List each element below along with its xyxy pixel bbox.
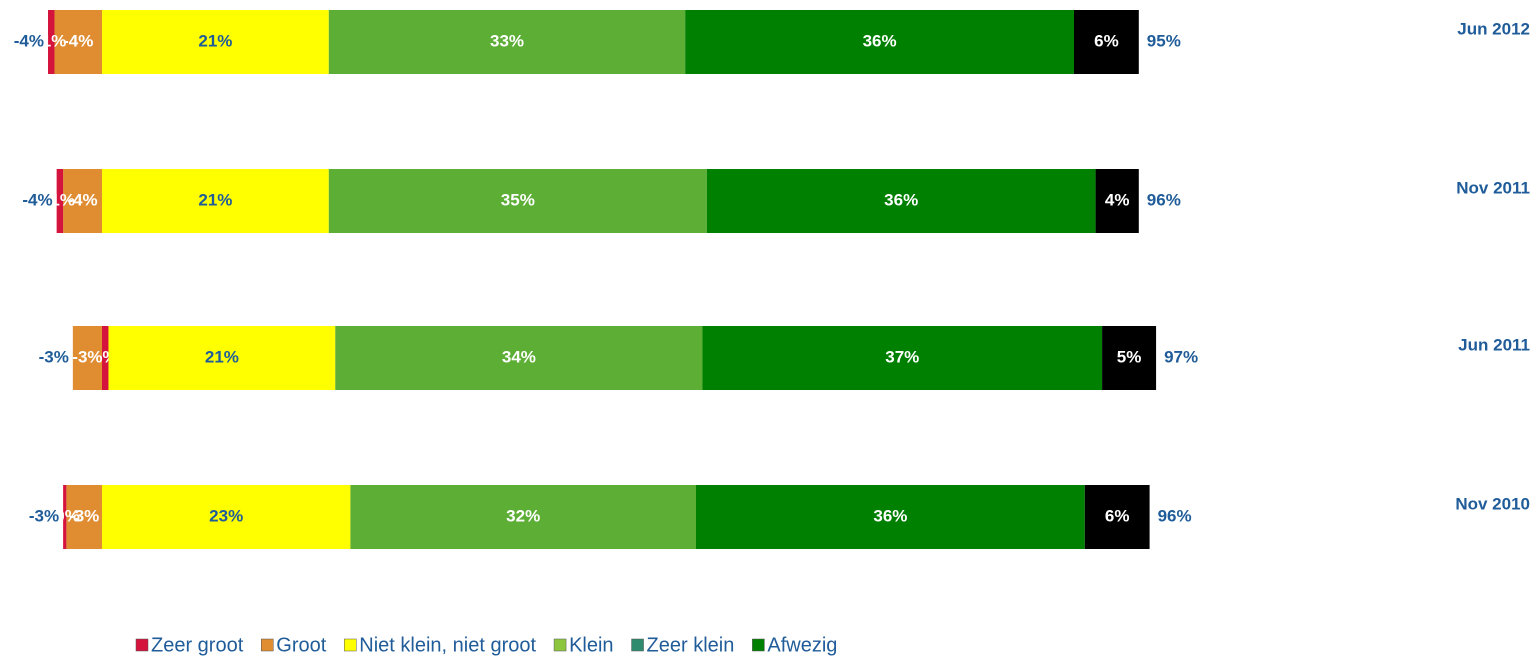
bar-segment [1074, 10, 1139, 74]
bar-segment [685, 10, 1074, 74]
bar-segment [63, 485, 67, 549]
legend-label: Niet klein, niet groot [359, 634, 536, 656]
bar-segment [328, 10, 686, 74]
data-label: 21% [205, 347, 239, 366]
legend-swatch [261, 638, 274, 652]
bar-segment [48, 10, 55, 74]
negative-total: -3% [39, 347, 69, 366]
total: 96% [1147, 190, 1181, 209]
total: 96% [1158, 506, 1192, 525]
legend-swatch [553, 638, 567, 652]
data-label: -4% [63, 31, 93, 50]
data-label: 36% [884, 190, 918, 209]
data-label: 37% [885, 347, 919, 366]
data-label: 35% [501, 190, 535, 209]
bar-segment [102, 326, 109, 390]
data-label: -0% [50, 506, 80, 525]
bar-segment [1102, 326, 1157, 390]
data-label: -1% [36, 31, 66, 50]
bar-segment [1095, 169, 1139, 233]
data-label: -4% [67, 190, 97, 209]
data-label: -3% [72, 347, 102, 366]
bar-segment [72, 326, 102, 390]
total: 95% [1147, 31, 1181, 50]
category-label: Jun 2011 [1458, 335, 1530, 354]
negative-total: -4% [14, 31, 44, 50]
bar-segment [1084, 485, 1150, 549]
category-label: Nov 2010 [1455, 494, 1530, 513]
data-label: 33% [490, 31, 524, 50]
legend-label: Zeer groot [151, 634, 244, 656]
data-label: 32% [506, 506, 540, 525]
data-label: 36% [873, 506, 907, 525]
data-label: -3% [69, 506, 99, 525]
bar-segment [63, 169, 102, 233]
legend-label: Groot [276, 634, 326, 656]
bar-segment [335, 326, 703, 390]
bar-segment [102, 10, 329, 74]
total: 97% [1164, 347, 1198, 366]
bar-segment [706, 169, 1096, 233]
legend-swatch [752, 638, 765, 652]
category-label: Jun 2012 [1457, 19, 1530, 38]
data-label: 23% [209, 506, 243, 525]
negative-total: -3% [29, 506, 59, 525]
bar-segment [102, 169, 329, 233]
bar-segment [328, 169, 707, 233]
legend-label: Klein [569, 634, 613, 656]
bar-segment [102, 485, 351, 549]
legend-swatch [631, 638, 644, 652]
data-label: 5% [1117, 347, 1142, 366]
legend-label: Afwezig [767, 634, 837, 656]
category-label: Nov 2011 [1456, 178, 1530, 197]
bar-segment [696, 485, 1085, 549]
data-label: -1% [45, 190, 75, 209]
legend-label: Zeer klein [647, 634, 735, 656]
data-label: 21% [198, 190, 232, 209]
bar-segment [108, 326, 336, 390]
data-label: 36% [863, 31, 897, 50]
bar-segment [350, 485, 696, 549]
data-label: 6% [1094, 31, 1119, 50]
data-label: 34% [502, 347, 536, 366]
bar-segment [54, 10, 102, 74]
data-label: 21% [198, 31, 232, 50]
data-label: 4% [1105, 190, 1130, 209]
bar-segment [702, 326, 1103, 390]
bar-segment [56, 169, 64, 233]
data-label: 6% [1105, 506, 1130, 525]
negative-total: -4% [22, 190, 52, 209]
bar-segment [66, 485, 102, 549]
legend-swatch [135, 638, 149, 652]
legend-swatch [344, 638, 357, 652]
